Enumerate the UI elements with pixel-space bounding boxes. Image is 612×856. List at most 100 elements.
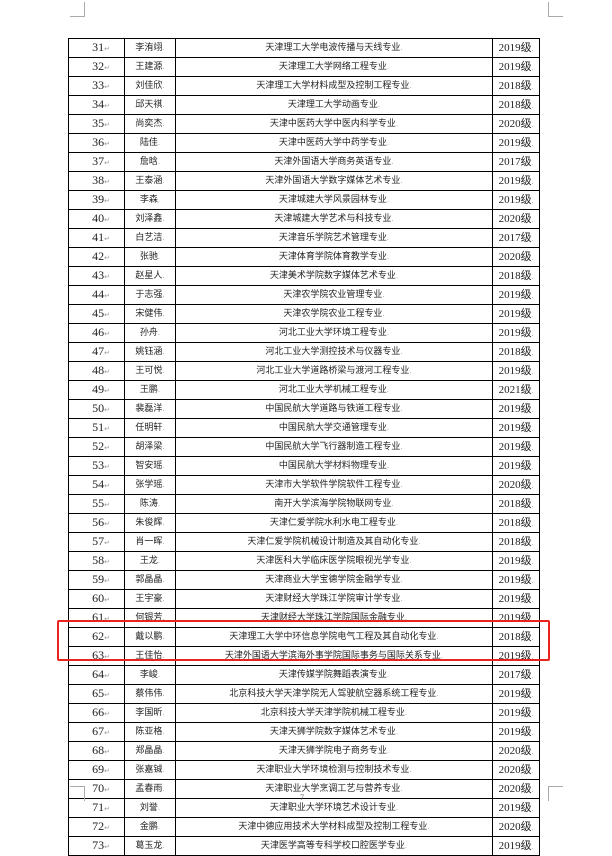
student-name: 郑晶晶.: [124, 741, 176, 761]
student-name-text: 于志强: [135, 290, 163, 300]
major-name: 天津仁爱学院机械设计制造及其自动化专业.: [175, 532, 493, 552]
formatting-mark: .: [531, 44, 534, 53]
student-name: 赵星人.: [124, 266, 176, 286]
major-name-text: 中国民航大学交通管理专业: [278, 423, 387, 433]
table-row: 35↵ 尚奕杰. 天津中医药大学中医内科学专业. 2020级.: [68, 114, 540, 134]
page-number: 7: [300, 793, 304, 802]
formatting-mark: .: [531, 728, 534, 737]
formatting-mark: .: [157, 196, 161, 204]
major-name-text: 天津中医药大学中药学专业: [278, 138, 387, 148]
student-name-text: 陆佳: [139, 138, 158, 148]
student-name-text: 刘誉: [139, 803, 158, 813]
row-number-text: 56: [92, 515, 105, 529]
student-name-text: 戴以鹏: [135, 632, 163, 642]
formatting-mark: .: [162, 348, 165, 356]
formatting-mark: .: [162, 424, 165, 432]
formatting-mark: .: [531, 291, 534, 300]
formatting-mark: .: [531, 690, 534, 699]
major-name-text: 天津美术学院数字媒体艺术专业: [269, 271, 396, 281]
row-number-text: 70: [92, 781, 105, 795]
student-name-text: 王建源: [135, 62, 163, 72]
grade-year: 2017级.: [492, 228, 540, 248]
formatting-mark: .: [162, 177, 165, 185]
major-name-text: 天津外国语大学滨海外事学院国际事务与国际关系专业: [224, 651, 441, 661]
student-name-text: 孟春雨: [135, 784, 163, 794]
major-name-text: 天津农学院农业工程专业: [283, 309, 383, 319]
grade-year-text: 2019级: [498, 687, 532, 700]
formatting-mark: .: [400, 177, 403, 185]
student-name: 肖一晖.: [124, 532, 176, 552]
major-name: 河北工业大学测控技术与仪器专业.: [175, 342, 493, 362]
formatting-mark: ↵: [104, 615, 110, 623]
table-row: 39↵ 李森. 天津城建大学风景园林专业. 2019级.: [68, 190, 540, 210]
major-name-text: 天津财经大学珠江学院国际金融专业: [260, 613, 405, 623]
formatting-mark: .: [400, 405, 403, 413]
formatting-mark: .: [531, 633, 534, 642]
formatting-mark: .: [162, 595, 165, 603]
student-name-text: 宋健伟: [135, 309, 163, 319]
formatting-mark: .: [162, 272, 165, 280]
grade-year: 2019级.: [492, 836, 540, 856]
table-row: 61↵ 何银芳. 天津财经大学珠江学院国际金融专业. 2019级.: [68, 608, 540, 628]
corner-mark-top-left: [70, 2, 85, 17]
student-name: 邱天祺.: [124, 95, 176, 115]
formatting-mark: .: [531, 785, 534, 794]
student-name-text: 郭晶晶: [135, 575, 163, 585]
major-name-text: 天津医学高等专科学校口腔医学专业: [260, 841, 405, 851]
row-number: 48↵: [68, 361, 125, 381]
major-name: 天津中医药大学中医内科学专业.: [175, 114, 493, 134]
formatting-mark: .: [436, 690, 439, 698]
formatting-mark: .: [531, 519, 534, 528]
row-number-text: 57: [92, 534, 105, 548]
grade-year-text: 2017级: [498, 155, 532, 168]
grade-year-text: 2019级: [498, 288, 532, 301]
formatting-mark: .: [157, 386, 161, 394]
formatting-mark: .: [531, 82, 534, 91]
table-row: 59↵ 郭晶晶. 天津商业大学宝德学院金融学专业. 2019级.: [68, 570, 540, 590]
table-row: 71↵ 刘誉. 天津职业大学环境艺术设计专业. 2019级.: [68, 798, 540, 818]
student-name: 李国昕.: [124, 703, 176, 723]
corner-mark-bottom-right: [548, 786, 563, 801]
table-row: 38↵ 王泰涵. 天津外国语大学数字媒体艺术专业. 2019级.: [68, 171, 540, 191]
row-number-text: 47: [92, 344, 105, 358]
formatting-mark: ↵: [104, 691, 110, 699]
student-name: 朱俊辉.: [124, 513, 176, 533]
formatting-mark: .: [531, 101, 534, 110]
row-number-text: 50: [92, 401, 105, 415]
major-name-text: 河北工业大学环境工程专业: [278, 328, 387, 338]
row-number-text: 44: [92, 287, 105, 301]
row-number-text: 66: [92, 705, 105, 719]
student-name: 蔡伟伟.: [124, 684, 176, 704]
grade-year-text: 2020级: [498, 117, 532, 130]
student-name-text: 王泰涵: [135, 176, 163, 186]
table-row: 50↵ 裴磊洋. 中国民航大学道路与铁道工程专业. 2019级.: [68, 399, 540, 419]
formatting-mark: ↵: [104, 444, 110, 452]
major-name-text: 天津中医药大学中医内科学专业: [269, 119, 396, 129]
major-name: 河北工业大学道路桥梁与渡河工程专业.: [175, 361, 493, 381]
formatting-mark: ↵: [104, 577, 110, 585]
row-number: 50↵: [68, 399, 125, 419]
table-row: 51↵ 任明轩. 中国民航大学交通管理专业. 2019级.: [68, 418, 540, 438]
table-row: 36↵ 陆佳. 天津中医药大学中药学专业. 2019级.: [68, 133, 540, 153]
formatting-mark: .: [531, 253, 534, 262]
grade-year: 2019级.: [492, 57, 540, 77]
major-name-text: 天津仁爱学院机械设计制造及其自动化专业: [247, 537, 419, 547]
student-name-text: 胡泽梁: [135, 442, 163, 452]
grade-year: 2020级.: [492, 475, 540, 495]
grade-year-text: 2019级: [498, 174, 532, 187]
formatting-mark: .: [162, 614, 165, 622]
table-row: 62↵ 戴以鹏. 天津理工大学中环信息学院电气工程及其自动化专业. 2018级.: [68, 627, 540, 647]
formatting-mark: ↵: [104, 672, 110, 680]
table-row: 53↵ 智安瑶. 中国民航大学材料物理专业. 2019级.: [68, 456, 540, 476]
grade-year: 2018级.: [492, 95, 540, 115]
student-name-text: 张驰: [139, 252, 158, 262]
formatting-mark: .: [386, 424, 390, 432]
student-name: 王宇豪.: [124, 589, 176, 609]
grade-year: 2019级.: [492, 722, 540, 742]
formatting-mark: .: [409, 766, 412, 774]
formatting-mark: .: [391, 215, 394, 223]
student-name-text: 赵星人: [135, 271, 163, 281]
row-number: 59↵: [68, 570, 125, 590]
student-name-text: 詹晗: [139, 157, 158, 167]
formatting-mark: .: [162, 234, 165, 242]
